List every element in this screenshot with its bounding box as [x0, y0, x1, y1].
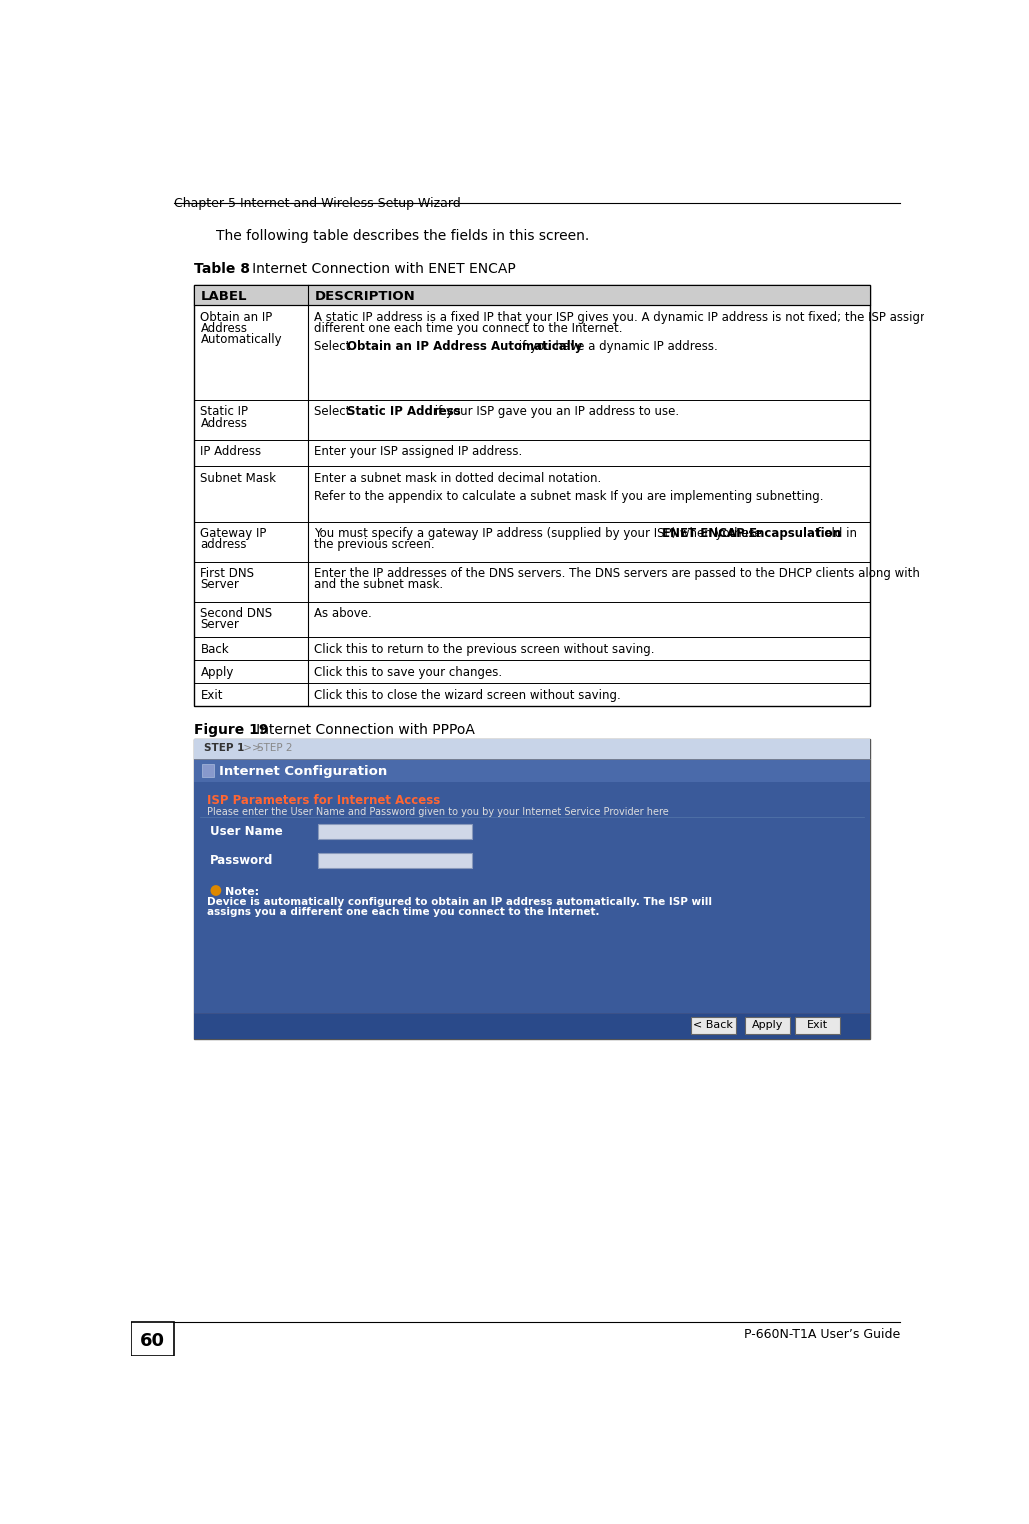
- Text: Select: Select: [315, 405, 355, 419]
- Text: Device is automatically configured to obtain an IP address automatically. The IS: Device is automatically configured to ob…: [207, 898, 712, 907]
- Text: The following table describes the fields in this screen.: The following table describes the fields…: [216, 229, 590, 244]
- Text: Automatically: Automatically: [201, 334, 282, 346]
- Text: Server: Server: [201, 619, 240, 631]
- Bar: [194, 739, 871, 759]
- Text: As above.: As above.: [315, 607, 372, 620]
- Bar: [194, 1013, 871, 1039]
- Bar: [691, 1017, 736, 1033]
- Text: 60: 60: [140, 1332, 165, 1350]
- Text: Server: Server: [201, 578, 240, 591]
- Text: Second DNS: Second DNS: [201, 607, 273, 620]
- Text: Static IP Address: Static IP Address: [348, 405, 461, 419]
- Text: Figure 19: Figure 19: [194, 724, 269, 738]
- Text: Address: Address: [201, 322, 248, 335]
- Text: the previous screen.: the previous screen.: [315, 538, 435, 552]
- Text: Back: Back: [201, 643, 229, 655]
- Text: Table 8: Table 8: [194, 262, 250, 276]
- Text: Static IP: Static IP: [201, 405, 248, 419]
- Text: You must specify a gateway IP address (supplied by your ISP) when you use: You must specify a gateway IP address (s…: [315, 527, 766, 539]
- Text: Exit: Exit: [201, 689, 223, 701]
- Text: Subnet Mask: Subnet Mask: [201, 471, 277, 485]
- Text: Apply: Apply: [751, 1020, 783, 1030]
- Text: Note:: Note:: [225, 887, 259, 896]
- Text: Gateway IP: Gateway IP: [201, 527, 267, 539]
- Text: Enter a subnet mask in dotted decimal notation.: Enter a subnet mask in dotted decimal no…: [315, 471, 602, 485]
- Text: Encapsulation: Encapsulation: [749, 527, 842, 539]
- Text: Address: Address: [201, 416, 248, 430]
- Bar: [202, 764, 214, 777]
- Text: First DNS: First DNS: [201, 567, 254, 581]
- Bar: [131, 1323, 174, 1356]
- Bar: [194, 739, 871, 1039]
- Bar: [745, 1017, 789, 1033]
- Text: address: address: [201, 538, 247, 552]
- Text: in the: in the: [711, 527, 753, 539]
- Text: Internet Connection with PPPoA: Internet Connection with PPPoA: [243, 724, 474, 738]
- Text: Refer to the appendix to calculate a subnet mask If you are implementing subnett: Refer to the appendix to calculate a sub…: [315, 489, 824, 503]
- Text: and the subnet mask.: and the subnet mask.: [315, 578, 443, 591]
- Bar: [194, 285, 871, 305]
- Text: Internet Connection with ENET ENCAP: Internet Connection with ENET ENCAP: [239, 262, 516, 276]
- Text: Enter your ISP assigned IP address.: Enter your ISP assigned IP address.: [315, 445, 523, 459]
- Bar: [194, 285, 871, 707]
- Text: Enter the IP addresses of the DNS servers. The DNS servers are passed to the DHC: Enter the IP addresses of the DNS server…: [315, 567, 1008, 581]
- Text: different one each time you connect to the Internet.: different one each time you connect to t…: [315, 322, 623, 335]
- Text: Please enter the User Name and Password given to you by your Internet Service Pr: Please enter the User Name and Password …: [207, 806, 669, 817]
- Text: LABEL: LABEL: [201, 290, 247, 303]
- Text: Exit: Exit: [807, 1020, 827, 1030]
- Text: Select: Select: [315, 340, 355, 354]
- Bar: [194, 782, 871, 1039]
- Text: Obtain an IP: Obtain an IP: [201, 311, 273, 323]
- Text: Click this to close the wizard screen without saving.: Click this to close the wizard screen wi…: [315, 689, 622, 701]
- Text: User Name: User Name: [210, 824, 283, 838]
- Bar: [318, 853, 471, 869]
- Text: Chapter 5 Internet and Wireless Setup Wizard: Chapter 5 Internet and Wireless Setup Wi…: [174, 197, 460, 210]
- Text: field in: field in: [813, 527, 857, 539]
- Text: Password: Password: [210, 855, 273, 867]
- Text: Internet Configuration: Internet Configuration: [219, 765, 387, 777]
- Text: P-660N-T1A User’s Guide: P-660N-T1A User’s Guide: [744, 1329, 900, 1341]
- Bar: [194, 759, 871, 782]
- Text: IP Address: IP Address: [201, 445, 261, 459]
- Text: DESCRIPTION: DESCRIPTION: [315, 290, 416, 303]
- Text: Click this to save your changes.: Click this to save your changes.: [315, 666, 502, 678]
- Bar: [201, 788, 864, 1033]
- Bar: [795, 1017, 840, 1033]
- Text: Obtain an IP Address Automatically: Obtain an IP Address Automatically: [348, 340, 582, 354]
- Text: Click this to return to the previous screen without saving.: Click this to return to the previous scr…: [315, 643, 654, 655]
- Text: ENET ENCAP: ENET ENCAP: [662, 527, 745, 539]
- Text: if your ISP gave you an IP address to use.: if your ISP gave you an IP address to us…: [431, 405, 679, 419]
- Text: STEP 1: STEP 1: [204, 744, 244, 753]
- Text: A static IP address is a fixed IP that your ISP gives you. A dynamic IP address : A static IP address is a fixed IP that y…: [315, 311, 970, 323]
- Text: STEP 2: STEP 2: [256, 744, 292, 753]
- Text: < Back: < Back: [694, 1020, 734, 1030]
- Text: Apply: Apply: [201, 666, 234, 678]
- Bar: [318, 823, 471, 838]
- Text: if you have a dynamic IP address.: if you have a dynamic IP address.: [516, 340, 718, 354]
- Text: ISP Parameters for Internet Access: ISP Parameters for Internet Access: [207, 794, 440, 808]
- Circle shape: [211, 885, 221, 896]
- Text: >>: >>: [240, 744, 263, 753]
- Text: assigns you a different one each time you connect to the Internet.: assigns you a different one each time yo…: [207, 907, 599, 916]
